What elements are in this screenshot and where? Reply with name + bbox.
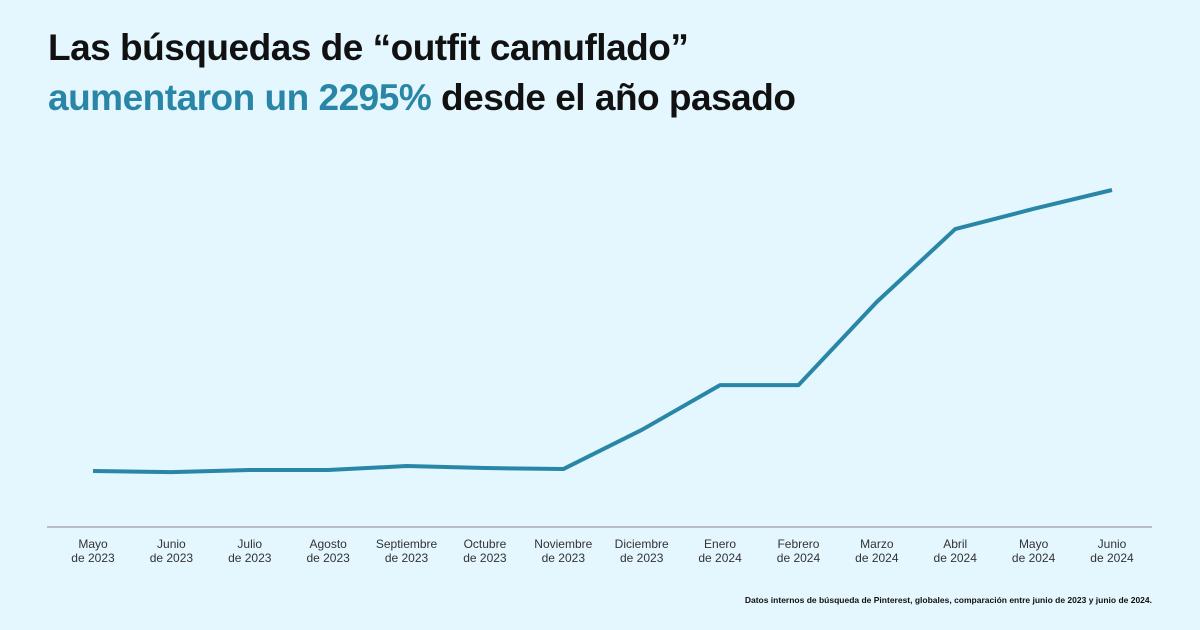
x-tick-line: Agosto (309, 537, 347, 551)
x-tick-label: Mayo de 2024 (1012, 537, 1056, 565)
x-tick-label: Marzo de 2024 (855, 537, 899, 565)
x-tick-line: Septiembre (376, 537, 438, 551)
x-tick-label: Junio de 2024 (1090, 537, 1134, 565)
x-tick-label: Junio de 2023 (150, 537, 194, 565)
x-tick-line: Noviembre (534, 537, 592, 551)
x-tick-line: Marzo (860, 537, 894, 551)
x-tick-label: Abril de 2024 (934, 537, 978, 565)
x-tick-line: de 2023 (150, 551, 194, 565)
x-tick-line: Octubre (464, 537, 507, 551)
x-tick-line: Mayo (78, 537, 108, 551)
x-tick-line: Enero (704, 537, 736, 551)
x-tick-label: Diciembre de 2023 (615, 537, 669, 565)
x-tick-label: Febrero de 2024 (777, 537, 821, 565)
x-tick-line: de 2024 (777, 551, 821, 565)
x-tick-line: de 2023 (385, 551, 429, 565)
x-tick-line: de 2024 (698, 551, 742, 565)
x-tick-line: Junio (157, 537, 186, 551)
title-rest: desde el año pasado (441, 77, 795, 118)
x-tick-label: Mayo de 2023 (71, 537, 115, 565)
title-highlight: aumentaron un 2295% (48, 77, 431, 118)
x-tick-line: Diciembre (615, 537, 669, 551)
x-tick-label: Agosto de 2023 (306, 537, 350, 565)
x-tick-line: de 2024 (934, 551, 978, 565)
x-tick-label: Octubre de 2023 (463, 537, 507, 565)
x-tick-line: de 2024 (1012, 551, 1056, 565)
x-tick-label: Enero de 2024 (698, 537, 742, 565)
line-series (92, 188, 1113, 475)
chart-title: Las búsquedas de “outfit camuflado” (48, 27, 688, 68)
x-tick-line: de 2024 (855, 551, 899, 565)
x-tick-line: Julio (237, 537, 262, 551)
x-tick-line: Junio (1098, 537, 1127, 551)
chart-title: aumentaron un 2295% desde el año pasado (48, 77, 795, 118)
x-tick-line: de 2024 (1090, 551, 1134, 565)
x-tick-line: de 2023 (620, 551, 664, 565)
footnote: Datos internos de búsqueda de Pinterest,… (745, 595, 1152, 605)
x-tick-line: de 2023 (306, 551, 350, 565)
x-tick-label: Julio de 2023 (228, 537, 272, 565)
x-tick-label: Noviembre de 2023 (534, 537, 592, 565)
x-tick-line: Febrero (777, 537, 819, 551)
x-tick-line: Abril (943, 537, 967, 551)
x-tick-line: Mayo (1019, 537, 1049, 551)
x-tick-line: de 2023 (228, 551, 272, 565)
x-tick-line: de 2023 (71, 551, 115, 565)
x-tick-line: de 2023 (463, 551, 507, 565)
x-tick-label: Septiembre de 2023 (376, 537, 438, 565)
x-tick-line: de 2023 (542, 551, 586, 565)
